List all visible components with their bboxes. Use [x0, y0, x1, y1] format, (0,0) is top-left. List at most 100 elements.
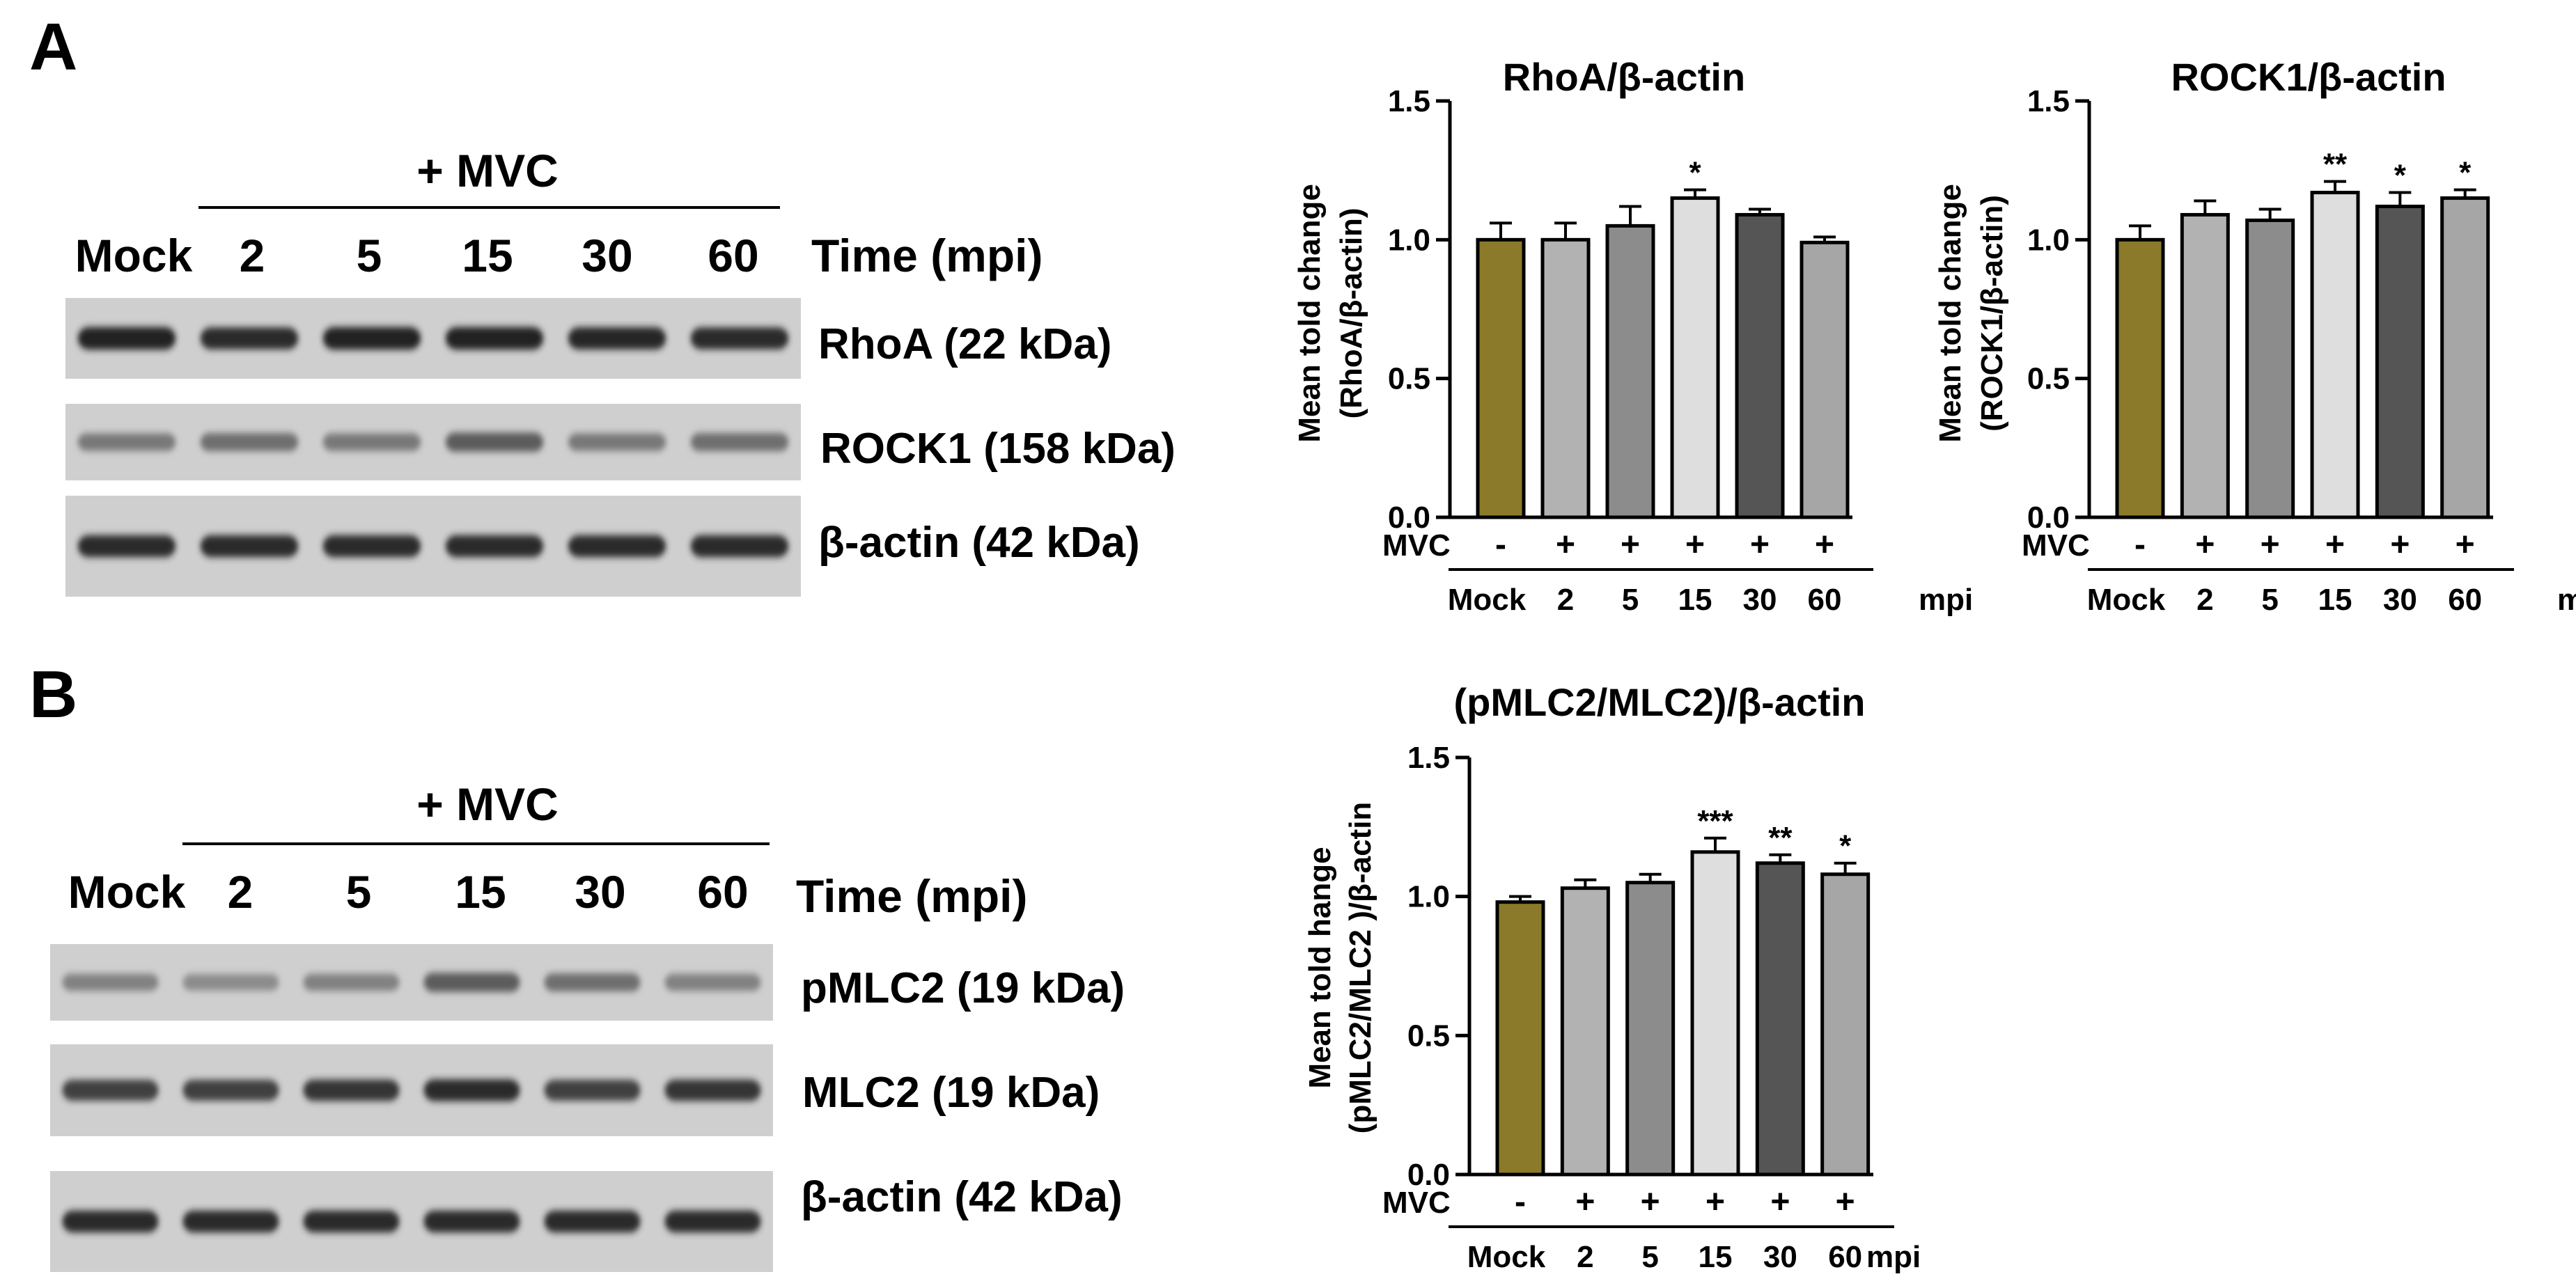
- category-label: 15: [1678, 583, 1712, 617]
- mvc-sign: +: [1556, 526, 1575, 563]
- panel-label-a: A: [29, 10, 77, 84]
- protein-band: [544, 1080, 641, 1101]
- category-label: 5: [2261, 583, 2278, 617]
- lane-label: 5: [357, 230, 382, 281]
- significance-label: **: [2323, 148, 2348, 182]
- bar: [2375, 204, 2425, 519]
- category-label: 15: [2318, 583, 2352, 617]
- significance-label: *: [1839, 829, 1852, 863]
- mvc-sign: +: [1705, 1184, 1725, 1220]
- y-tick-label: 1.5: [1388, 84, 1430, 118]
- lane-label: 2: [228, 866, 253, 918]
- bar: [1476, 237, 1526, 519]
- blot-strip: [50, 944, 773, 1021]
- mvc-sign: +: [2325, 526, 2345, 563]
- category-label: 60: [2448, 583, 2482, 617]
- y-tick-label: 0.5: [1407, 1019, 1450, 1053]
- mvc-sign: +: [1750, 526, 1770, 563]
- lane-label: 15: [455, 866, 506, 918]
- y-tick-label: 0.0: [1407, 1158, 1450, 1192]
- mvc-sign: +: [1815, 526, 1834, 563]
- protein-band: [568, 327, 666, 350]
- category-label: 30: [2383, 583, 2417, 617]
- protein-band: [77, 433, 176, 451]
- blot-strip: [65, 496, 801, 597]
- category-label: 60: [1828, 1240, 1862, 1274]
- mvc-sign: +: [2456, 526, 2475, 563]
- protein-band: [690, 327, 789, 350]
- bar: [2115, 237, 2165, 519]
- protein-band: [445, 535, 544, 558]
- blot-strip: [65, 404, 801, 480]
- category-label: 2: [1557, 583, 1574, 617]
- significance-label: **: [1768, 821, 1793, 855]
- bar: [1495, 900, 1545, 1177]
- category-label: 30: [1763, 1240, 1797, 1274]
- chart-title: (pMLC2/MLC2)/β-actin: [1453, 680, 1865, 724]
- significance-label: *: [2394, 159, 2407, 193]
- mvc-sign: +: [2261, 526, 2280, 563]
- significance-label: *: [1689, 156, 1701, 190]
- protein-band: [62, 1210, 159, 1233]
- category-label: 2: [1577, 1240, 1593, 1274]
- protein-band: [322, 535, 421, 558]
- lane-label: 15: [462, 230, 513, 281]
- mvc-sign: +: [1641, 1184, 1660, 1220]
- unit-label: mpi: [1866, 1240, 1921, 1274]
- bar: [2180, 212, 2230, 519]
- y-axis-label: (ROCK1/β-actin): [1975, 195, 2009, 432]
- protein-band: [568, 535, 666, 558]
- mvc-sign: +: [2195, 526, 2215, 563]
- pmlc2-bar-chart: (pMLC2/MLC2)/β-actin 0.0 0.5 1.0 1.5 Mean tol…: [1303, 680, 1921, 1274]
- protein-band: [182, 1210, 279, 1233]
- category-label: 2: [2196, 583, 2213, 617]
- protein-band: [182, 1080, 279, 1101]
- y-tick-label: 0.0: [1388, 501, 1430, 535]
- protein-band: [445, 432, 544, 452]
- lane-label: 30: [575, 866, 625, 918]
- blot-strip: [50, 1171, 773, 1272]
- protein-band: [690, 433, 789, 451]
- group-label: + MVC: [416, 145, 559, 196]
- y-axis-label: Mean told hange: [1303, 847, 1337, 1088]
- y-axis-label: Mean told change: [1293, 184, 1327, 443]
- chart-title: ROCK1/β-actin: [2171, 55, 2446, 99]
- lane-label: 30: [581, 230, 632, 281]
- rock1-bar-chart: ROCK1/β-actin 0.0 0.5 1.0 1.5 Mean told chang…: [1933, 55, 2576, 617]
- protein-band: [303, 1210, 400, 1233]
- lane-label: 5: [346, 866, 372, 918]
- y-tick-label: 1.0: [1388, 223, 1430, 257]
- bar: [1800, 240, 1850, 519]
- protein-band: [77, 535, 176, 558]
- protein-band: [200, 327, 299, 350]
- protein-band: [664, 1079, 761, 1101]
- mvc-sign: +: [1836, 1184, 1855, 1220]
- category-label: 30: [1743, 583, 1777, 617]
- blot-strip: [50, 1044, 773, 1136]
- significance-label: *: [2459, 156, 2472, 190]
- category-label: 60: [1808, 583, 1842, 617]
- bar: [1560, 886, 1610, 1177]
- mvc-sign: -: [1515, 1184, 1526, 1220]
- protein-band: [445, 327, 544, 350]
- protein-band: [62, 973, 159, 991]
- protein-band: [77, 327, 176, 350]
- bar: [1690, 850, 1740, 1177]
- category-label: 5: [1622, 583, 1639, 617]
- category-label: Mock: [2087, 583, 2166, 617]
- protein-band: [423, 1079, 520, 1101]
- protein-band: [182, 974, 279, 991]
- lane-label: 2: [240, 230, 265, 281]
- mvc-sign: +: [2390, 526, 2410, 563]
- protein-band: [423, 973, 520, 992]
- y-tick-label: 1.5: [1407, 741, 1450, 775]
- y-tick-label: 0.5: [2027, 362, 2070, 396]
- y-tick-label: 0.5: [1388, 362, 1430, 396]
- mvc-sign: +: [1575, 1184, 1595, 1220]
- significance-label: ***: [1697, 804, 1733, 838]
- protein-band: [568, 433, 666, 451]
- band-label: β-actin (42 kDa): [818, 519, 1140, 567]
- protein-band: [690, 535, 789, 558]
- category-label: 5: [1641, 1240, 1658, 1274]
- protein-band: [664, 1210, 761, 1233]
